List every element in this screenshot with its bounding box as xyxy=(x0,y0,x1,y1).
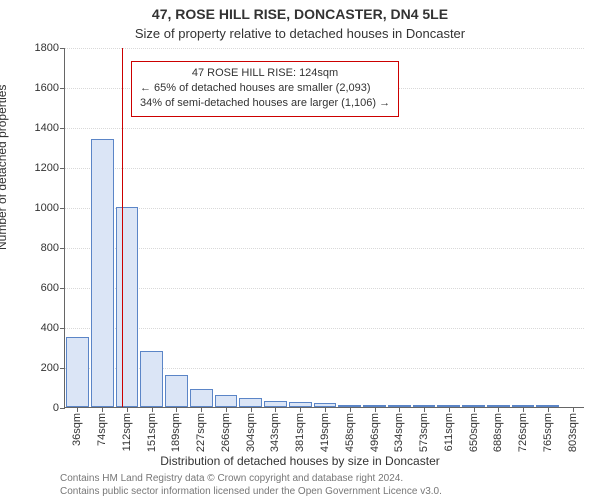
xtick-label: 688sqm xyxy=(492,413,504,452)
ytick-label: 200 xyxy=(41,362,59,374)
bar xyxy=(66,337,89,407)
xtick-label: 189sqm xyxy=(170,413,182,452)
xtick-label: 151sqm xyxy=(146,413,158,452)
xtick-mark xyxy=(573,407,574,412)
xtick-label: 573sqm xyxy=(418,413,430,452)
reference-line xyxy=(122,48,123,407)
bar xyxy=(116,207,139,407)
xtick-mark xyxy=(226,407,227,412)
ytick-mark xyxy=(60,168,65,169)
annotation-line-3: 34% of semi-detached houses are larger (… xyxy=(140,96,390,111)
xtick-mark xyxy=(102,407,103,412)
ytick-mark xyxy=(60,368,65,369)
gridline-h xyxy=(65,168,584,169)
xtick-label: 803sqm xyxy=(567,413,579,452)
xtick-mark xyxy=(176,407,177,412)
ytick-mark xyxy=(60,288,65,289)
x-axis-label: Distribution of detached houses by size … xyxy=(0,454,600,468)
xtick-label: 381sqm xyxy=(294,413,306,452)
xtick-label: 419sqm xyxy=(319,413,331,452)
bar xyxy=(140,351,163,407)
ytick-label: 1400 xyxy=(35,122,59,134)
xtick-mark xyxy=(300,407,301,412)
xtick-label: 611sqm xyxy=(443,413,455,451)
ytick-mark xyxy=(60,248,65,249)
ytick-label: 600 xyxy=(41,282,59,294)
xtick-label: 266sqm xyxy=(220,413,232,452)
y-axis-label: Number of detached properties xyxy=(0,85,9,250)
bar xyxy=(215,395,238,407)
annotation-line-2: ← 65% of detached houses are smaller (2,… xyxy=(140,81,390,96)
xtick-label: 458sqm xyxy=(344,413,356,452)
chart-plot-area: 02004006008001000120014001600180036sqm74… xyxy=(64,48,584,408)
annotation-box: 47 ROSE HILL RISE: 124sqm← 65% of detach… xyxy=(131,61,399,117)
ytick-mark xyxy=(60,128,65,129)
ytick-mark xyxy=(60,328,65,329)
xtick-mark xyxy=(325,407,326,412)
xtick-mark xyxy=(201,407,202,412)
xtick-label: 765sqm xyxy=(542,413,554,452)
ytick-label: 400 xyxy=(41,322,59,334)
xtick-mark xyxy=(498,407,499,412)
xtick-mark xyxy=(77,407,78,412)
xtick-label: 304sqm xyxy=(245,413,257,452)
ytick-label: 1200 xyxy=(35,162,59,174)
footer-line-2: Contains public sector information licen… xyxy=(60,486,442,499)
page-title: 47, ROSE HILL RISE, DONCASTER, DN4 5LE xyxy=(0,6,600,22)
xtick-mark xyxy=(548,407,549,412)
xtick-label: 227sqm xyxy=(195,413,207,452)
page-subtitle: Size of property relative to detached ho… xyxy=(0,26,600,41)
xtick-label: 36sqm xyxy=(71,413,83,446)
footer-line-1: Contains HM Land Registry data © Crown c… xyxy=(60,473,442,486)
xtick-mark xyxy=(474,407,475,412)
xtick-mark xyxy=(449,407,450,412)
bar xyxy=(165,375,188,407)
gridline-h xyxy=(65,48,584,49)
ytick-label: 800 xyxy=(41,242,59,254)
gridline-h xyxy=(65,288,584,289)
xtick-mark xyxy=(424,407,425,412)
ytick-mark xyxy=(60,408,65,409)
gridline-h xyxy=(65,248,584,249)
annotation-line-1: 47 ROSE HILL RISE: 124sqm xyxy=(140,66,390,81)
xtick-mark xyxy=(523,407,524,412)
ytick-mark xyxy=(60,208,65,209)
xtick-label: 74sqm xyxy=(96,413,108,446)
xtick-mark xyxy=(127,407,128,412)
ytick-mark xyxy=(60,48,65,49)
bar xyxy=(91,139,114,407)
gridline-h xyxy=(65,328,584,329)
xtick-mark xyxy=(375,407,376,412)
bar xyxy=(239,398,262,407)
xtick-mark xyxy=(251,407,252,412)
gridline-h xyxy=(65,208,584,209)
ytick-label: 1000 xyxy=(35,202,59,214)
ytick-label: 1800 xyxy=(35,42,59,54)
ytick-label: 1600 xyxy=(35,82,59,94)
xtick-mark xyxy=(152,407,153,412)
xtick-label: 112sqm xyxy=(121,413,133,451)
footer-attribution: Contains HM Land Registry data © Crown c… xyxy=(60,473,442,498)
xtick-mark xyxy=(275,407,276,412)
xtick-label: 343sqm xyxy=(269,413,281,452)
xtick-label: 650sqm xyxy=(468,413,480,452)
xtick-mark xyxy=(350,407,351,412)
gridline-h xyxy=(65,128,584,129)
ytick-label: 0 xyxy=(53,402,59,414)
bar xyxy=(190,389,213,407)
xtick-label: 726sqm xyxy=(517,413,529,452)
xtick-label: 534sqm xyxy=(393,413,405,452)
xtick-mark xyxy=(399,407,400,412)
ytick-mark xyxy=(60,88,65,89)
xtick-label: 496sqm xyxy=(369,413,381,452)
